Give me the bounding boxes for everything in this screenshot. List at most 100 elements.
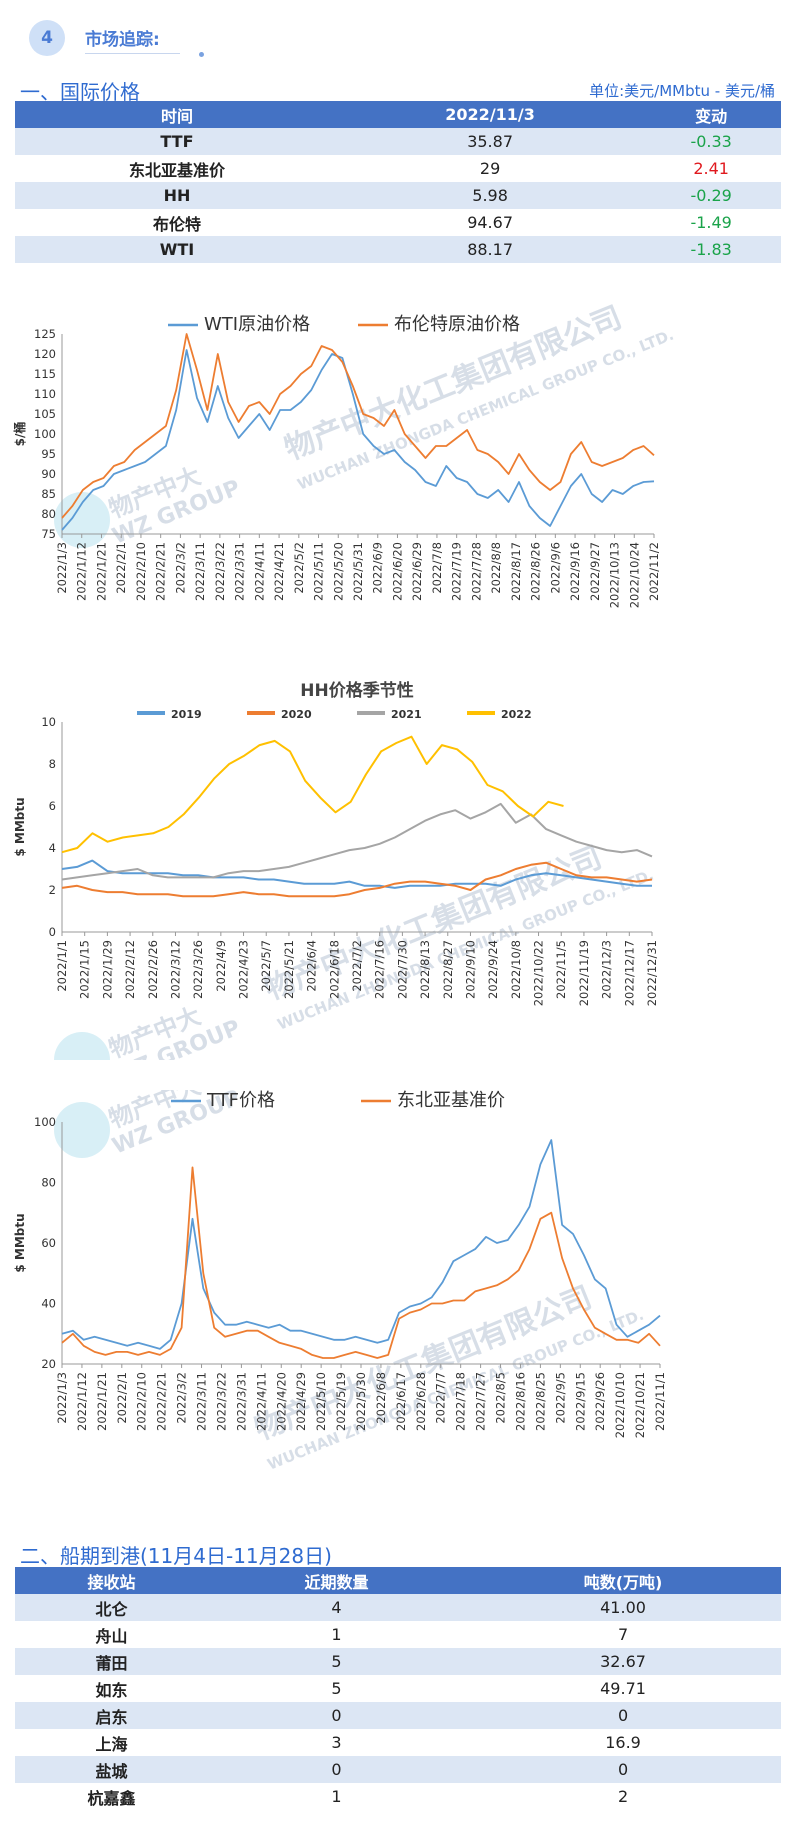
y-tick-label: 90 [41, 467, 56, 481]
x-tick-label: 2022/7/27 [474, 1372, 488, 1431]
x-tick-label: 2022/2/10 [134, 542, 148, 601]
y-axis-label: $ MMbtu [13, 797, 27, 856]
price-change-cell: -0.29 [641, 182, 781, 209]
x-tick-label: 2022/10/13 [608, 542, 622, 608]
tonnage-cell: 2 [617, 1787, 629, 1806]
price-value-cell: 29 [479, 159, 501, 178]
y-tick-label: 110 [34, 387, 56, 401]
x-tick-label: 2022/6/4 [305, 940, 319, 992]
x-tick-label: 2022/6/28 [414, 1372, 428, 1431]
table-row: 杭嘉鑫 1 2 [15, 1783, 781, 1810]
y-tick-label: 10 [41, 715, 56, 729]
y-tick-label: 20 [41, 1357, 56, 1371]
price-change-cell: -1.83 [641, 236, 781, 263]
x-tick-label: 2022/5/20 [331, 542, 345, 601]
x-tick-label: 2022/4/29 [294, 1372, 308, 1431]
tonnage-cell: 7 [617, 1625, 629, 1644]
x-tick-label: 2022/9/15 [573, 1372, 587, 1431]
x-tick-label: 2022/8/5 [494, 1372, 508, 1424]
y-tick-label: 40 [41, 1297, 56, 1311]
unit-label: 单位:美元/MMbtu - 美元/桶 [589, 82, 775, 100]
x-tick-label: 2022/10/21 [633, 1372, 647, 1438]
x-tick-label: 2022/11/1 [653, 1372, 667, 1431]
y-tick-label: 8 [49, 757, 56, 771]
x-tick-label: 2022/6/29 [410, 542, 424, 601]
x-tick-label: 2022/7/7 [434, 1372, 448, 1424]
ship-count-cell: 1 [331, 1625, 342, 1644]
price-value-cell: 88.17 [338, 236, 642, 263]
terminal-name-cell: 北仑 [15, 1594, 208, 1621]
x-tick-label: 2022/10/24 [627, 542, 641, 608]
terminal-name-cell: 盐城 [15, 1756, 208, 1783]
table-row: 盐城 0 0 [15, 1756, 781, 1783]
shipping-table-header: 接收站 [15, 1567, 208, 1594]
x-tick-label: 2022/9/6 [548, 542, 562, 594]
price-change-cell: -1.49 [690, 213, 732, 232]
y-tick-label: 80 [41, 1176, 56, 1190]
x-tick-label: 2022/8/27 [441, 940, 455, 999]
y-tick-label: 60 [41, 1236, 56, 1250]
x-tick-label: 2022/10/10 [613, 1372, 627, 1438]
x-tick-label: 2022/4/20 [274, 1372, 288, 1431]
x-tick-label: 2022/11/2 [647, 542, 661, 601]
chart-title: HH价格季节性 [300, 680, 413, 701]
shipping-table: 接收站 近期数量 吨数(万吨) 北仑 4 41.00 舟山 1 7 莆田 5 32.67 如东 5 49.… [15, 1567, 781, 1810]
x-tick-label: 2022/5/21 [282, 940, 296, 999]
terminal-name-cell: 杭嘉鑫 [87, 1788, 136, 1808]
x-tick-label: 2022/9/5 [553, 1372, 567, 1424]
terminal-name-cell: 舟山 [95, 1626, 128, 1646]
table-row: TTF 35.87 -0.33 [15, 128, 781, 155]
x-tick-label: 2022/12/17 [622, 940, 636, 1006]
x-tick-label: 2022/1/15 [78, 940, 92, 999]
table-row: 启东 0 0 [15, 1702, 781, 1729]
x-tick-label: 2022/4/23 [237, 940, 251, 999]
series-line-东北亚基准价 [61, 1166, 661, 1359]
y-axis-label: $ MMbtu [13, 1213, 27, 1272]
x-tick-label: 2022/1/29 [100, 940, 114, 999]
x-tick-label: 2022/3/31 [234, 1372, 248, 1431]
tonnage-cell: 49.71 [600, 1679, 646, 1698]
ship-count-cell: 4 [207, 1594, 466, 1621]
x-tick-label: 2022/7/16 [373, 940, 387, 999]
x-tick-label: 2022/5/7 [259, 940, 273, 992]
y-tick-label: 2 [49, 883, 56, 897]
x-tick-label: 2022/9/10 [463, 940, 477, 999]
x-tick-label: 2022/7/8 [430, 542, 444, 594]
x-tick-label: 2022/6/8 [374, 1372, 388, 1424]
price-value-cell: 5.98 [338, 182, 642, 209]
table-row: WTI 88.17 -1.83 [15, 236, 781, 263]
y-tick-label: 100 [34, 427, 56, 441]
price-change-cell: -0.33 [641, 128, 781, 155]
x-tick-label: 2022/2/26 [146, 940, 160, 999]
x-tick-label: 2022/2/21 [154, 542, 168, 601]
table-row: 舟山 1 7 [15, 1621, 781, 1648]
shipping-table-header: 近期数量 [207, 1567, 466, 1594]
x-tick-label: 2022/6/18 [327, 940, 341, 999]
x-tick-label: 2022/5/31 [351, 542, 365, 601]
series-line-布伦特原油价格 [61, 333, 655, 519]
y-tick-label: 6 [49, 799, 56, 813]
x-tick-label: 2022/9/16 [568, 542, 582, 601]
title-dot [199, 52, 204, 57]
section-title-intl-price: 一、国际价格 [20, 80, 140, 104]
x-tick-label: 2022/1/1 [55, 940, 69, 992]
legend-label: WTI原油价格 [204, 314, 310, 335]
x-tick-label: 2022/8/16 [513, 1372, 527, 1431]
table-row: 东北亚基准价 29 2.41 [15, 155, 781, 182]
ship-count-cell: 3 [331, 1733, 342, 1752]
x-tick-label: 2022/7/18 [454, 1372, 468, 1431]
table-row: 北仑 4 41.00 [15, 1594, 781, 1621]
series-line-2020 [61, 861, 653, 898]
y-tick-label: 100 [34, 1115, 56, 1129]
x-tick-label: 2022/2/1 [114, 542, 128, 594]
price-value-cell: 94.67 [467, 213, 513, 232]
x-tick-label: 2022/1/12 [75, 1372, 89, 1431]
terminal-name-cell: 上海 [95, 1734, 128, 1754]
y-tick-label: 120 [34, 347, 56, 361]
y-tick-label: 4 [49, 841, 56, 855]
x-tick-label: 2022/1/3 [55, 542, 69, 594]
x-tick-label: 2022/5/11 [312, 542, 326, 601]
x-tick-label: 2022/8/26 [529, 542, 543, 601]
